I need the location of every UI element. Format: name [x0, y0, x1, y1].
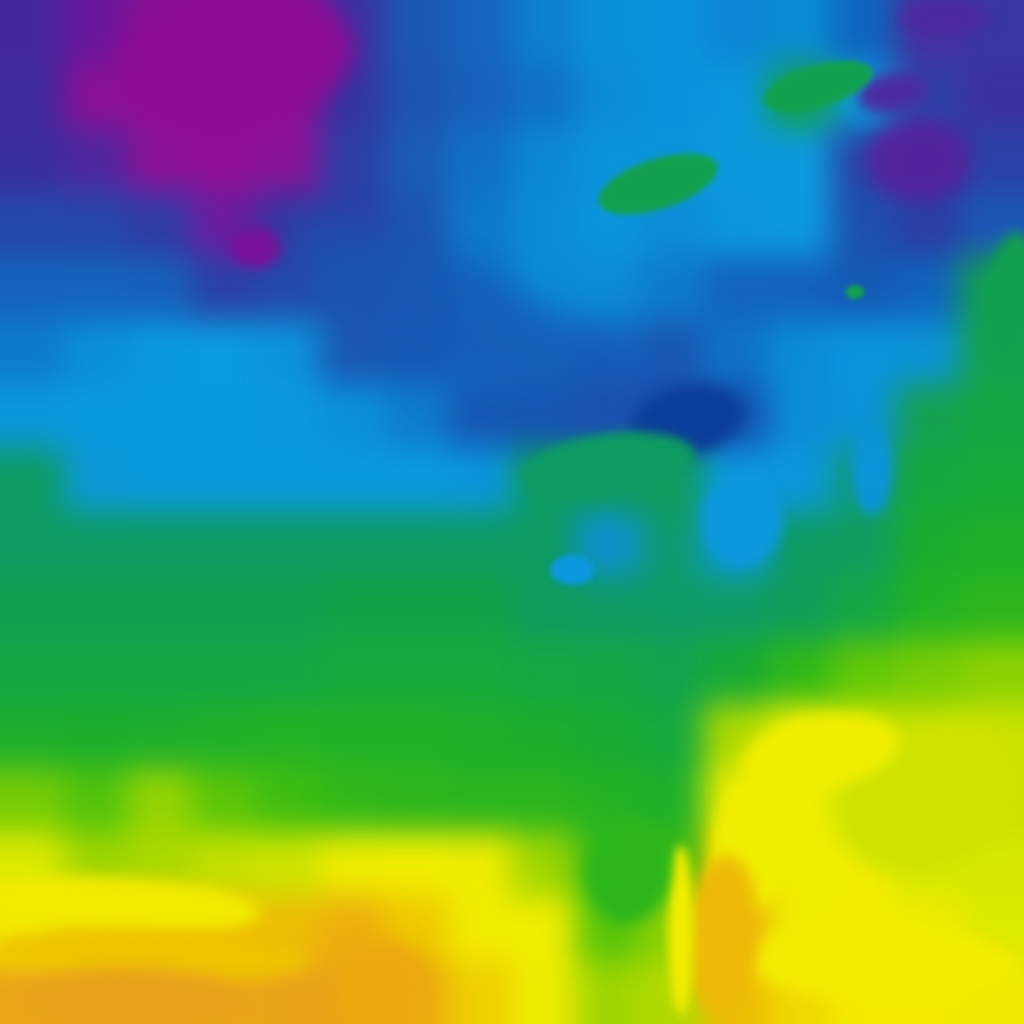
dark-blue-diagonal-band — [290, 218, 650, 422]
green-tongue-south — [587, 820, 669, 924]
yellow-hook-north — [740, 713, 900, 791]
light-blue-lake-dot — [550, 555, 594, 585]
deep-orange-band-southwest — [20, 967, 260, 1024]
purple-patch-northeast-upper — [857, 72, 929, 114]
green-peninsula-center — [520, 432, 696, 500]
green-islet — [846, 285, 864, 299]
green-island-west — [598, 153, 718, 215]
green-coast-strip-east — [984, 232, 1024, 352]
light-blue-bay — [702, 474, 782, 566]
purple-patch-northeast-lower — [866, 120, 970, 200]
light-blue-pocket-east — [852, 425, 892, 515]
golden-band-southwest — [0, 929, 310, 981]
yellow-divider-south — [668, 845, 694, 1015]
yellow-hook-south — [745, 919, 1015, 1005]
green-island-east — [763, 60, 873, 112]
magenta-cold-core — [115, 0, 355, 126]
yellow-band-southwest — [0, 876, 260, 934]
magenta-blob-small — [229, 228, 281, 268]
purple-corner-northeast — [900, 0, 990, 36]
golden-blob-south — [686, 855, 760, 1015]
orange-blob-south-center — [337, 940, 433, 1024]
